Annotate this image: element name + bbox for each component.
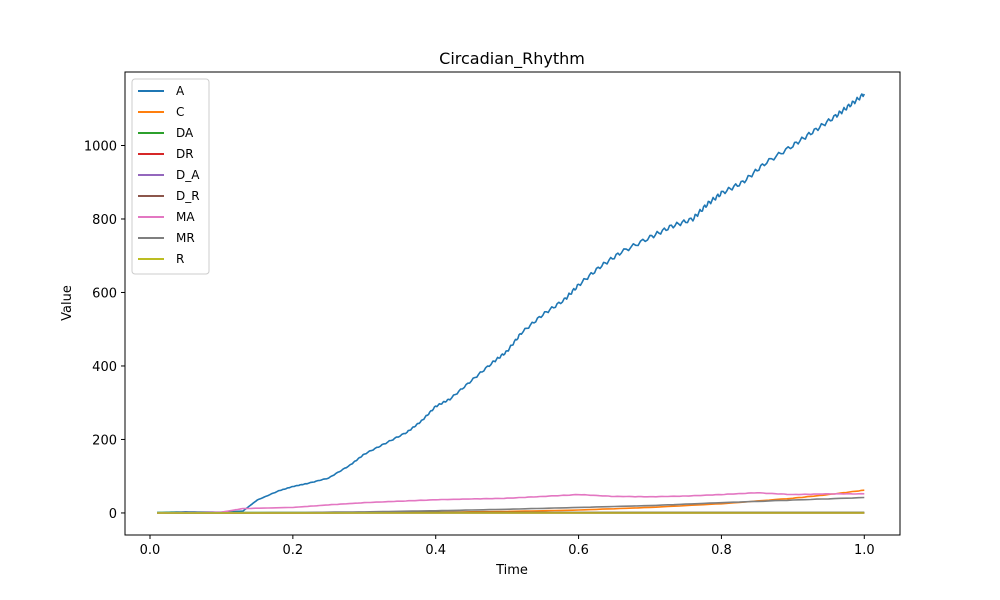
legend-label-a: A bbox=[176, 84, 185, 98]
x-tick-label: 0.6 bbox=[568, 543, 589, 558]
legend-label-r: R bbox=[176, 252, 184, 266]
x-axis-label: Time bbox=[495, 563, 528, 578]
x-tick-label: 0.2 bbox=[283, 543, 304, 558]
legend-label-da: DA bbox=[176, 126, 194, 140]
y-tick-label: 400 bbox=[92, 360, 117, 375]
legend-label-mr: MR bbox=[176, 231, 195, 245]
y-axis-ticks: 0 200 400 600 800 1000 bbox=[84, 139, 125, 522]
y-tick-label: 800 bbox=[92, 213, 117, 228]
y-tick-label: 600 bbox=[92, 286, 117, 301]
y-tick-label: 0 bbox=[109, 507, 117, 522]
legend-label-ma: MA bbox=[176, 210, 195, 224]
plot-lines bbox=[157, 93, 866, 514]
y-tick-label: 200 bbox=[92, 433, 117, 448]
y-tick-label: 1000 bbox=[84, 139, 117, 154]
x-tick-label: 0.8 bbox=[711, 543, 732, 558]
series-line-ma bbox=[157, 491, 865, 514]
series-line-a bbox=[157, 93, 866, 514]
x-tick-label: 0.0 bbox=[140, 543, 161, 558]
legend: AC DA DR D_A D_R MA MR R bbox=[131, 78, 210, 275]
plot-frame bbox=[124, 71, 901, 536]
legend-label-c: C bbox=[176, 105, 184, 119]
y-axis-label: Value bbox=[60, 285, 75, 321]
legend-label-d_a: D_A bbox=[176, 168, 200, 182]
x-tick-label: 1.0 bbox=[854, 543, 875, 558]
x-axis-ticks: 0.0 0.2 0.4 0.6 0.8 1.0 bbox=[140, 535, 875, 558]
legend-label-d_r: D_R bbox=[176, 189, 200, 203]
x-tick-label: 0.4 bbox=[425, 543, 446, 558]
legend-box bbox=[131, 78, 210, 275]
chart-title: Circadian_Rhythm bbox=[439, 49, 585, 69]
legend-label-dr: DR bbox=[176, 147, 194, 161]
